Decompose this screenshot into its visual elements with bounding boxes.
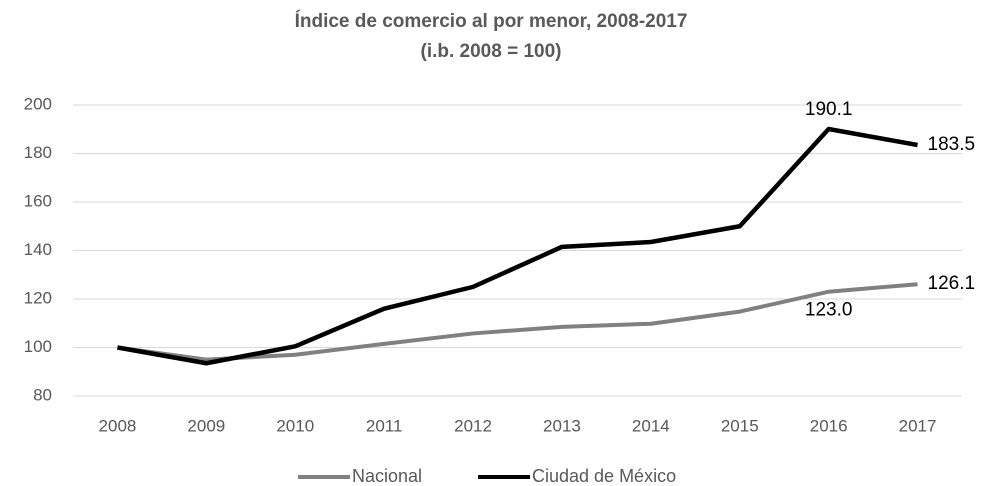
x-tick-label: 2014 (632, 416, 670, 435)
x-tick-label: 2015 (721, 416, 759, 435)
y-tick-label: 200 (24, 94, 52, 113)
series-line (117, 126, 918, 366)
y-tick-label: 80 (33, 385, 52, 404)
x-tick-label: 2010 (276, 416, 314, 435)
series-line (117, 282, 918, 362)
data-label: 190.1 (805, 99, 853, 120)
y-tick-label: 180 (24, 143, 52, 162)
data-label: 126.1 (928, 273, 976, 294)
y-tick-label: 140 (24, 240, 52, 259)
y-tick-label: 160 (24, 191, 52, 210)
x-tick-label: 2008 (99, 416, 137, 435)
chart-subtitle: (i.b. 2008 = 100) (421, 41, 562, 62)
x-tick-label: 2009 (187, 416, 225, 435)
data-label: 123.0 (805, 300, 853, 321)
y-tick-label: 120 (24, 288, 52, 307)
x-tick-label: 2012 (454, 416, 492, 435)
data-label: 183.5 (928, 134, 976, 155)
y-tick-label: 100 (24, 337, 52, 356)
legend-label: Nacional (352, 466, 422, 486)
x-tick-label: 2011 (366, 416, 403, 435)
chart-title: Índice de comercio al por menor, 2008-20… (295, 10, 688, 32)
x-tick-label: 2017 (899, 416, 937, 435)
x-tick-label: 2013 (543, 416, 581, 435)
legend-label: Ciudad de México (532, 466, 676, 486)
x-tick-label: 2016 (810, 416, 848, 435)
